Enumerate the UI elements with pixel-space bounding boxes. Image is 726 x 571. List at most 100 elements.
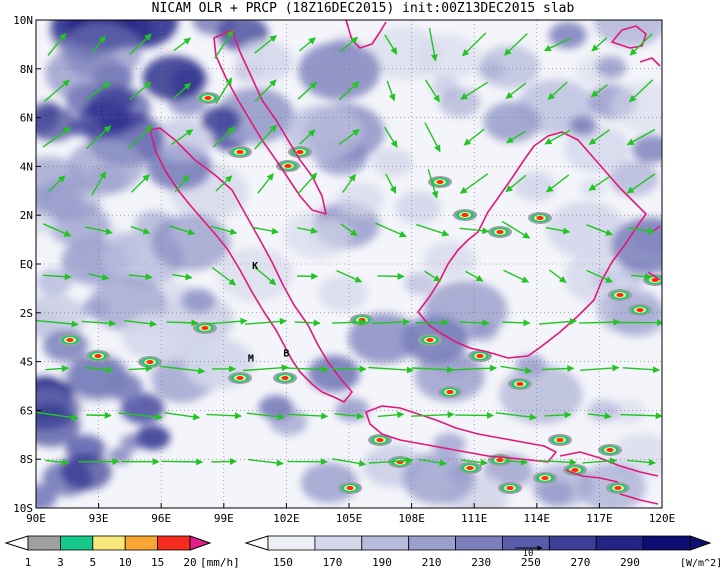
map-title: NICAM OLR + PRCP (18Z16DEC2015) init:00Z… [151, 1, 575, 16]
precip-cell [508, 378, 532, 390]
precip-cell [608, 289, 632, 301]
olr-tick-label: 230 [471, 556, 491, 569]
lat-tick-label: EQ [20, 258, 33, 271]
wind-vector-arrow [578, 318, 621, 326]
wind-vectors [36, 27, 662, 467]
olr-cloud-blob [120, 434, 144, 451]
wind-vector-arrow [410, 411, 455, 419]
olr-cloud-blob [546, 201, 626, 259]
precip-cell [563, 464, 587, 476]
precip-tick-label: 5 [89, 556, 96, 569]
olr-tick-label: 270 [570, 556, 590, 569]
lon-tick-label: 108E [398, 512, 425, 525]
wind-vector-arrow [544, 411, 572, 419]
wind-vector-arrow [246, 412, 285, 421]
olr-cloud-blob [609, 160, 659, 197]
wind-vector-arrow [81, 319, 117, 327]
precip-cell [418, 334, 442, 346]
wind-vector-arrow [628, 79, 654, 103]
precip-cell [368, 434, 392, 446]
lat-tick-label: 8S [20, 453, 33, 466]
wind-vector-arrow [86, 125, 112, 149]
wind-vector-arrow [545, 174, 570, 193]
olr-cloud-blob [87, 85, 151, 131]
wind-vector-arrow [372, 318, 410, 326]
wind-vector-arrow [416, 223, 450, 237]
colorbar-segment [595, 535, 644, 551]
olr-cloud-blob [217, 247, 294, 302]
wind-vector-arrow [128, 125, 153, 150]
wind-vector-arrow [424, 122, 441, 153]
wind-vector-arrow [627, 227, 656, 235]
wind-vector-arrow [212, 126, 236, 148]
wind-vector-arrow [124, 319, 157, 328]
wind-vector-arrow [294, 319, 321, 327]
wind-vector-arrow [84, 366, 114, 374]
wind-vector-arrow [459, 319, 490, 327]
wind-vector-arrow [210, 225, 238, 235]
wind-vector-arrow [384, 34, 398, 55]
wind-vector-arrow [424, 79, 440, 103]
wind-vector-arrow [91, 171, 107, 196]
lat-tick-label: 4N [20, 160, 33, 173]
wind-vector-arrow [460, 81, 488, 100]
colorbar-segment [244, 535, 269, 551]
lon-tick-label: 120E [649, 512, 676, 525]
wind-vector-arrow [342, 173, 356, 193]
colorbar-segment [4, 535, 29, 551]
olr-cloud-blob [402, 452, 476, 505]
olr-colorbar-ticks: 150 170 190 210 230 250 270 290 [273, 556, 640, 569]
wind-vector-arrow [451, 364, 498, 372]
wind-vector-arrow [45, 458, 69, 466]
precip-cell [196, 92, 220, 104]
wind-vector-arrow [504, 458, 528, 466]
wind-vector-arrow [297, 227, 318, 234]
wind-vector-arrow [332, 318, 367, 326]
colorbar-segment [642, 535, 691, 551]
colorbar-segment [267, 535, 316, 551]
colorbar-segment [60, 535, 94, 551]
reference-vector-label: 10 [523, 549, 534, 559]
wind-vector-arrow [86, 411, 112, 419]
precip-cell [228, 146, 252, 158]
precip-cell [528, 212, 552, 224]
wind-vector-arrow [544, 129, 571, 145]
precip-tick-label: 3 [57, 556, 64, 569]
wind-vector-arrow [286, 365, 329, 373]
place-labels: K M B [248, 261, 290, 365]
wind-vector-arrow [172, 273, 193, 281]
olr-cloud-blob [307, 219, 353, 252]
colorbar-segment [455, 535, 503, 551]
wind-vector-arrow [383, 126, 398, 148]
wind-vector-arrow [215, 175, 233, 192]
wind-vector-arrow [580, 364, 620, 372]
wind-vector-arrow [161, 458, 204, 466]
wind-vector-arrow [252, 226, 279, 235]
colorbar-segment [157, 535, 191, 551]
lat-tick-label: 2S [20, 307, 33, 320]
wind-vector-arrow [169, 225, 196, 236]
wind-vector-arrow [620, 412, 662, 420]
wind-vector-arrow [503, 269, 530, 283]
wind-vector-arrow [42, 223, 72, 237]
colorbar-segment [689, 535, 712, 551]
olr-cloud-blob [610, 399, 646, 425]
olr-cloud-blob [438, 87, 481, 118]
wind-vector-arrow [424, 270, 441, 282]
wind-vector-arrow [418, 458, 447, 467]
olr-cloud-blob [201, 106, 241, 135]
wind-vector-arrow [386, 80, 396, 102]
wind-vector-arrow [495, 412, 537, 421]
map-area: K M B 90E 93E 96E 99E 102E 105E 108E 111E 114E 117E… [13, 14, 676, 525]
olr-cloud-blob [67, 139, 144, 194]
coastline-philippines [611, 25, 661, 67]
precip-cell [86, 350, 110, 362]
lat-tick-label: 10S [13, 502, 33, 515]
lon-tick-label: 111E [461, 512, 488, 525]
precip-cell [138, 356, 162, 368]
olr-tick-label: 290 [620, 556, 640, 569]
precip-cell [488, 226, 512, 238]
wind-vector-arrow [287, 412, 329, 420]
olr-cloud-blob [36, 294, 86, 341]
